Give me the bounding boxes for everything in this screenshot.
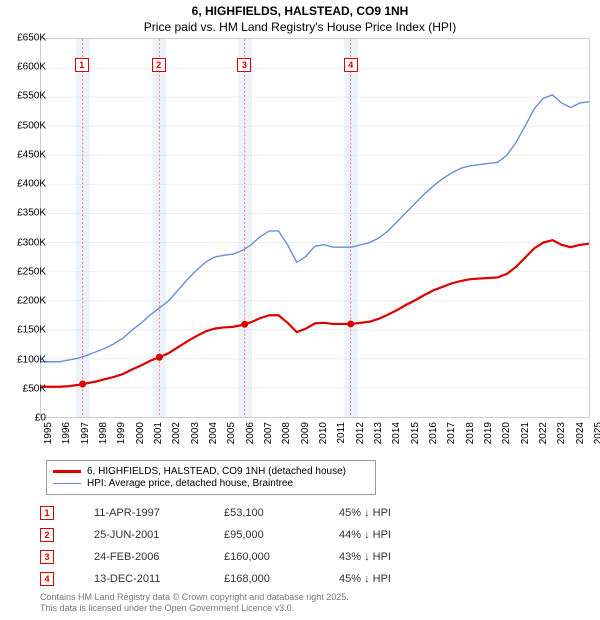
x-tick: 2023: [556, 422, 567, 444]
x-tick: 1997: [80, 422, 91, 444]
x-tick: 2011: [336, 422, 347, 444]
x-tick: 2007: [263, 422, 274, 444]
table-row: 2 25-JUN-2001£95,00044% ↓ HPI: [40, 524, 560, 546]
footer-line1: Contains HM Land Registry data © Crown c…: [40, 592, 580, 603]
chart-plot-area: [40, 38, 590, 418]
table-delta: 44% ↓ HPI: [339, 529, 449, 541]
table-marker: 1: [40, 506, 54, 520]
x-tick: 2004: [208, 422, 219, 444]
chart-subtitle: Price paid vs. HM Land Registry's House …: [0, 18, 600, 38]
table-row: 3 24-FEB-2006£160,00043% ↓ HPI: [40, 546, 560, 568]
table-row: 4 13-DEC-2011£168,00045% ↓ HPI: [40, 568, 560, 590]
chart-legend: 6, HIGHFIELDS, HALSTEAD, CO9 1NH (detach…: [46, 460, 376, 495]
x-tick: 2024: [575, 422, 586, 444]
legend-swatch-price-paid: [53, 470, 81, 472]
table-delta: 45% ↓ HPI: [339, 507, 449, 519]
x-tick: 2021: [520, 422, 531, 444]
x-tick: 2012: [355, 422, 366, 444]
y-tick: £250K: [17, 266, 46, 277]
x-tick: 2016: [428, 422, 439, 444]
y-tick: £300K: [17, 237, 46, 248]
x-tick: 1996: [61, 422, 72, 444]
legend-item-price-paid: 6, HIGHFIELDS, HALSTEAD, CO9 1NH (detach…: [53, 466, 369, 477]
table-date: 25-JUN-2001: [94, 529, 224, 541]
y-tick: £150K: [17, 325, 46, 336]
table-price: £53,100: [224, 507, 339, 519]
table-delta: 45% ↓ HPI: [339, 573, 449, 585]
legend-label-price-paid: 6, HIGHFIELDS, HALSTEAD, CO9 1NH (detach…: [87, 466, 346, 477]
x-tick: 2000: [135, 422, 146, 444]
x-tick: 2009: [300, 422, 311, 444]
x-tick: 2017: [446, 422, 457, 444]
x-tick: 2022: [538, 422, 549, 444]
x-tick: 2025: [593, 422, 600, 444]
table-date: 13-DEC-2011: [94, 573, 224, 585]
x-tick: 1998: [98, 422, 109, 444]
legend-item-hpi: HPI: Average price, detached house, Brai…: [53, 478, 369, 489]
footer-line2: This data is licensed under the Open Gov…: [40, 603, 580, 614]
x-tick: 2001: [153, 422, 164, 444]
legend-swatch-hpi: [53, 483, 81, 484]
y-tick: £350K: [17, 208, 46, 219]
table-price: £95,000: [224, 529, 339, 541]
x-tick: 2013: [373, 422, 384, 444]
y-tick: £600K: [17, 62, 46, 73]
x-tick: 2018: [465, 422, 476, 444]
table-delta: 43% ↓ HPI: [339, 551, 449, 563]
chart-title: 6, HIGHFIELDS, HALSTEAD, CO9 1NH: [0, 0, 600, 18]
y-tick: £50K: [23, 383, 46, 394]
table-date: 24-FEB-2006: [94, 551, 224, 563]
table-marker: 2: [40, 528, 54, 542]
chart-footer: Contains HM Land Registry data © Crown c…: [40, 592, 580, 615]
x-tick: 2003: [190, 422, 201, 444]
sales-table: 111-APR-1997£53,10045% ↓ HPI225-JUN-2001…: [40, 502, 560, 590]
x-tick: 1999: [116, 422, 127, 444]
x-tick: 2014: [391, 422, 402, 444]
x-tick: 2002: [171, 422, 182, 444]
y-tick: £400K: [17, 179, 46, 190]
chart-marker-4: 4: [344, 58, 358, 72]
x-tick: 2005: [226, 422, 237, 444]
table-marker: 4: [40, 572, 54, 586]
chart-marker-3: 3: [237, 58, 251, 72]
x-tick: 2019: [483, 422, 494, 444]
x-tick: 2010: [318, 422, 329, 444]
chart-marker-2: 2: [152, 58, 166, 72]
legend-label-hpi: HPI: Average price, detached house, Brai…: [87, 478, 293, 489]
table-row: 1 11-APR-1997£53,10045% ↓ HPI: [40, 502, 560, 524]
table-date: 11-APR-1997: [94, 507, 224, 519]
y-tick: £100K: [17, 354, 46, 365]
y-tick: £200K: [17, 296, 46, 307]
x-tick: 2020: [501, 422, 512, 444]
y-tick: £450K: [17, 149, 46, 160]
x-tick: 2008: [281, 422, 292, 444]
table-price: £168,000: [224, 573, 339, 585]
chart-svg: [41, 39, 589, 417]
y-tick: £650K: [17, 33, 46, 44]
x-tick: 2015: [410, 422, 421, 444]
y-tick: £500K: [17, 120, 46, 131]
table-marker: 3: [40, 550, 54, 564]
chart-marker-1: 1: [75, 58, 89, 72]
y-tick: £550K: [17, 91, 46, 102]
x-tick: 1995: [43, 422, 54, 444]
x-tick: 2006: [245, 422, 256, 444]
table-price: £160,000: [224, 551, 339, 563]
